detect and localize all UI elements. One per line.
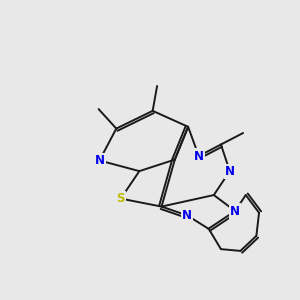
Text: N: N xyxy=(94,154,104,167)
Text: N: N xyxy=(225,165,235,178)
Text: N: N xyxy=(182,209,192,222)
Text: N: N xyxy=(230,205,240,218)
Text: N: N xyxy=(194,149,204,163)
Text: S: S xyxy=(116,192,125,205)
